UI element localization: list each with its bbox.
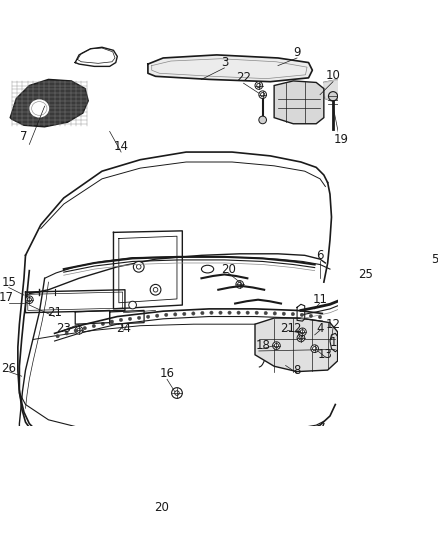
Ellipse shape: [25, 296, 33, 303]
Ellipse shape: [32, 102, 47, 115]
Polygon shape: [148, 55, 312, 82]
Ellipse shape: [299, 328, 306, 336]
Polygon shape: [274, 81, 324, 124]
Ellipse shape: [56, 335, 59, 338]
Ellipse shape: [167, 495, 175, 503]
Text: 7: 7: [20, 130, 28, 143]
Ellipse shape: [297, 334, 305, 342]
Ellipse shape: [65, 332, 68, 335]
Ellipse shape: [282, 312, 286, 316]
Ellipse shape: [133, 262, 144, 272]
Ellipse shape: [299, 336, 303, 340]
Ellipse shape: [273, 312, 276, 315]
Polygon shape: [10, 79, 88, 127]
Text: 15: 15: [1, 276, 16, 288]
Ellipse shape: [183, 312, 186, 316]
Text: 5: 5: [431, 253, 438, 265]
Text: 21: 21: [47, 306, 62, 319]
Text: 26: 26: [1, 362, 16, 375]
Text: 24: 24: [116, 321, 131, 335]
Ellipse shape: [210, 311, 213, 314]
Text: 18: 18: [255, 339, 270, 352]
Text: 6: 6: [316, 249, 324, 262]
Ellipse shape: [259, 91, 266, 99]
Ellipse shape: [83, 327, 86, 330]
Ellipse shape: [136, 264, 141, 269]
Text: 21: 21: [279, 321, 295, 335]
Ellipse shape: [92, 324, 95, 328]
Ellipse shape: [246, 311, 249, 314]
Text: 14: 14: [113, 140, 129, 153]
Ellipse shape: [165, 313, 168, 317]
Text: 19: 19: [333, 133, 348, 146]
Text: 10: 10: [325, 69, 340, 82]
Ellipse shape: [201, 265, 214, 273]
Ellipse shape: [300, 313, 304, 317]
Ellipse shape: [274, 343, 279, 348]
Ellipse shape: [328, 92, 338, 101]
Text: 16: 16: [159, 367, 174, 381]
Text: 2: 2: [293, 321, 301, 335]
Ellipse shape: [101, 322, 105, 326]
Ellipse shape: [272, 342, 280, 350]
Ellipse shape: [75, 327, 83, 334]
Ellipse shape: [138, 316, 141, 319]
Ellipse shape: [173, 313, 177, 316]
Ellipse shape: [219, 311, 222, 314]
Text: 17: 17: [0, 291, 14, 304]
Ellipse shape: [255, 82, 263, 90]
Ellipse shape: [77, 328, 81, 333]
Ellipse shape: [318, 316, 321, 319]
Ellipse shape: [153, 287, 158, 292]
Ellipse shape: [119, 318, 123, 321]
Ellipse shape: [371, 278, 384, 290]
Ellipse shape: [110, 320, 113, 324]
Ellipse shape: [128, 317, 132, 320]
Text: 25: 25: [358, 268, 373, 281]
Text: 23: 23: [57, 321, 71, 335]
Ellipse shape: [264, 311, 268, 315]
Text: 4: 4: [316, 321, 324, 335]
Text: 1: 1: [329, 336, 337, 349]
Text: 13: 13: [318, 348, 333, 361]
Ellipse shape: [237, 282, 242, 287]
Ellipse shape: [261, 93, 265, 97]
Ellipse shape: [201, 311, 204, 314]
Ellipse shape: [155, 314, 159, 317]
Ellipse shape: [172, 387, 182, 398]
Polygon shape: [324, 79, 347, 101]
Ellipse shape: [300, 330, 304, 334]
Ellipse shape: [311, 345, 318, 352]
Ellipse shape: [169, 497, 173, 500]
Ellipse shape: [237, 311, 240, 314]
Text: 11: 11: [313, 293, 328, 306]
Ellipse shape: [236, 280, 244, 288]
Ellipse shape: [146, 315, 150, 318]
Ellipse shape: [313, 346, 317, 351]
Ellipse shape: [309, 314, 313, 318]
Ellipse shape: [175, 391, 179, 395]
Text: 20: 20: [154, 501, 169, 514]
Ellipse shape: [74, 329, 78, 332]
Text: 22: 22: [236, 71, 251, 84]
Polygon shape: [255, 318, 338, 372]
Ellipse shape: [291, 312, 295, 316]
Ellipse shape: [192, 312, 195, 315]
Text: 3: 3: [221, 56, 228, 69]
Ellipse shape: [259, 116, 266, 124]
Ellipse shape: [129, 301, 136, 309]
Ellipse shape: [228, 311, 231, 314]
Ellipse shape: [150, 285, 161, 295]
Ellipse shape: [255, 311, 258, 314]
Ellipse shape: [30, 100, 49, 117]
Ellipse shape: [257, 83, 261, 87]
Text: 20: 20: [221, 263, 236, 276]
Text: 9: 9: [293, 46, 301, 59]
Text: 12: 12: [325, 318, 340, 330]
Ellipse shape: [27, 297, 32, 302]
Text: 8: 8: [293, 364, 301, 377]
